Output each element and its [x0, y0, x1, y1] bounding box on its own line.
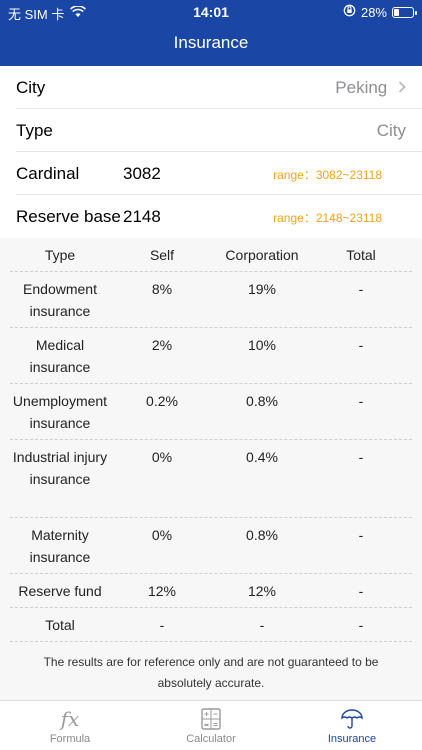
- row-self: 2%: [151, 337, 173, 353]
- umbrella-icon: [282, 707, 422, 731]
- row-type: Maternity insurance: [29, 527, 91, 565]
- reserve-base-range: range：2148~23118: [273, 211, 382, 225]
- status-left: 无 SIM 卡: [8, 4, 87, 23]
- cardinal-label: Cardinal: [16, 164, 80, 183]
- row-total: -: [358, 617, 364, 633]
- row-total: -: [358, 583, 364, 599]
- row-total: -: [358, 337, 364, 353]
- row-type: Industrial injury insurance: [12, 449, 108, 487]
- row-total: -: [358, 449, 364, 465]
- row-corporation: 0.8%: [246, 527, 278, 543]
- wifi-icon: [70, 5, 87, 21]
- row-total: -: [358, 527, 364, 543]
- header-corporation: Corporation: [225, 247, 299, 263]
- battery-level-fill: [394, 8, 399, 16]
- table-row: Maternity insurance 0% 0.8% -: [10, 518, 412, 574]
- table-row: Unemployment insurance 0.2% 0.8% -: [10, 384, 412, 440]
- type-label: Type: [16, 121, 53, 140]
- city-value-text: Peking: [335, 78, 388, 97]
- city-label: City: [16, 78, 46, 97]
- table-row: Medical insurance 2% 10% -: [10, 328, 412, 384]
- row-total: -: [358, 281, 364, 297]
- tab-insurance[interactable]: Insurance: [282, 707, 422, 745]
- tab-formula[interactable]: fx Formula: [0, 707, 140, 745]
- type-value[interactable]: City: [376, 121, 406, 140]
- calculator-icon: [141, 707, 281, 731]
- chevron-right-icon: [393, 78, 406, 97]
- tab-insurance-label: Insurance: [327, 733, 377, 745]
- cardinal-input[interactable]: 3082: [123, 164, 161, 183]
- row-self: 12%: [147, 583, 177, 599]
- battery-percent: 28%: [360, 4, 387, 20]
- header-total: Total: [346, 247, 376, 263]
- status-time: 14:01: [193, 4, 229, 20]
- cardinal-row: Cardinal 3082 range：3082~23118: [16, 152, 422, 195]
- cardinal-range: range：3082~23118: [273, 168, 382, 182]
- row-corporation: 12%: [247, 583, 277, 599]
- tab-calculator[interactable]: Calculator: [141, 707, 281, 745]
- reserve-base-row: Reserve base 2148 range：2148~23118: [16, 195, 422, 238]
- row-corporation: 0.8%: [246, 393, 278, 409]
- reserve-base-input[interactable]: 2148: [123, 207, 161, 226]
- battery-icon: [392, 6, 417, 18]
- carrier-label: 无 SIM 卡: [8, 7, 65, 22]
- row-self: 0%: [151, 449, 173, 465]
- type-row[interactable]: Type City: [16, 109, 422, 152]
- disclaimer-note: The results are for reference only and a…: [43, 655, 379, 690]
- row-corporation: 10%: [247, 337, 277, 353]
- row-type: Medical insurance: [29, 337, 91, 375]
- row-corporation: -: [259, 617, 265, 633]
- table-row-total: Total - - -: [10, 608, 412, 642]
- row-type: Endowment insurance: [23, 281, 97, 319]
- row-total: -: [358, 393, 364, 409]
- page-title: Insurance: [173, 33, 249, 52]
- row-type: Unemployment insurance: [12, 393, 108, 431]
- city-value[interactable]: Peking: [335, 78, 406, 98]
- header-type: Type: [44, 247, 76, 263]
- insurance-form: City Peking Type City Cardinal 3082 rang…: [0, 66, 422, 238]
- table-row: Endowment insurance 8% 19% -: [10, 272, 412, 328]
- row-self: 8%: [151, 281, 173, 297]
- row-self: 0%: [151, 527, 173, 543]
- header-self: Self: [149, 247, 175, 263]
- table-header: Type Self Corporation Total: [10, 238, 412, 272]
- row-corporation: 19%: [247, 281, 277, 297]
- table-row: Industrial injury insurance 0% 0.4% -: [10, 440, 412, 518]
- row-type: Reserve fund: [18, 583, 102, 599]
- table-row: Reserve fund 12% 12% -: [10, 574, 412, 608]
- nav-bar: Insurance: [0, 24, 422, 66]
- tab-calculator-label: Calculator: [186, 733, 236, 745]
- status-right: 28%: [343, 4, 417, 20]
- row-self: 0.2%: [146, 393, 178, 409]
- city-row[interactable]: City Peking: [16, 66, 422, 109]
- formula-icon: fx: [60, 707, 80, 731]
- tab-bar: fx Formula Calculator Insurance: [0, 700, 422, 750]
- status-bar: 无 SIM 卡 14:01 28%: [0, 0, 422, 24]
- row-self: -: [159, 617, 165, 633]
- row-corporation: 0.4%: [246, 449, 278, 465]
- reserve-base-label: Reserve base: [16, 207, 121, 226]
- result-table: Type Self Corporation Total Endowment in…: [0, 238, 422, 700]
- tab-formula-label: Formula: [49, 733, 91, 745]
- row-type: Total: [45, 617, 75, 633]
- orientation-lock-icon: [343, 4, 356, 20]
